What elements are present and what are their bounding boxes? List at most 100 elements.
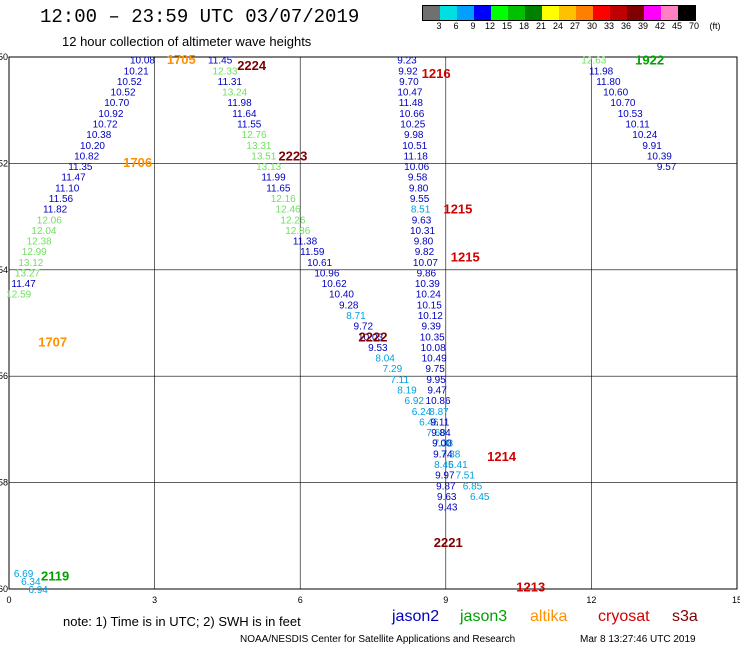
color-swatch — [525, 6, 542, 20]
wave-height-value: 10.51 — [402, 141, 427, 152]
wave-height-value: 9.63 — [437, 492, 457, 503]
wave-height-value: 12.63 — [581, 56, 606, 67]
y-tick-label: -56 — [0, 371, 8, 381]
wave-height-value: 10.96 — [314, 268, 339, 279]
wave-height-value: 11.64 — [232, 109, 257, 120]
wave-height-value: 10.06 — [404, 162, 429, 173]
wave-height-value: 12.38 — [27, 237, 52, 248]
track-label: 2119 — [41, 569, 69, 584]
track-label: 1215 — [451, 250, 480, 265]
wave-height-value: 10.53 — [618, 109, 643, 120]
wave-height-value: 10.21 — [124, 66, 149, 77]
color-swatch — [440, 6, 457, 20]
wave-height-value: 10.86 — [426, 396, 451, 407]
credit-line: NOAA/NESDIS Center for Satellite Applica… — [240, 634, 516, 645]
color-scale-label: (ft) — [709, 21, 721, 31]
wave-height-value: 13.27 — [15, 268, 40, 279]
wave-height-value: 13.13 — [256, 162, 281, 173]
wave-height-value: 9.58 — [408, 173, 428, 184]
wave-height-value: 10.15 — [417, 300, 442, 311]
wave-height-value: 10.62 — [322, 279, 347, 290]
color-swatch — [542, 6, 559, 20]
x-tick-label: 3 — [152, 595, 157, 605]
wave-height-value: 6.69 — [14, 569, 34, 580]
x-tick-label: 0 — [6, 595, 11, 605]
color-swatch — [678, 6, 695, 20]
wave-height-value: 9.39 — [422, 322, 442, 333]
color-scale-label: 45 — [671, 21, 683, 31]
color-swatch — [576, 6, 593, 20]
wave-height-value: 7.51 — [455, 471, 475, 482]
track-label: 2223 — [278, 148, 307, 163]
wave-height-value: 10.31 — [410, 226, 435, 237]
wave-height-value: 10.70 — [610, 98, 635, 109]
color-swatch — [457, 6, 474, 20]
wave-height-value: 10.24 — [632, 130, 657, 141]
y-tick-label: -52 — [0, 158, 8, 168]
track-label: 1214 — [487, 449, 517, 464]
track-label: 1215 — [443, 202, 472, 217]
wave-height-value: 11.82 — [43, 205, 68, 216]
wave-height-value: 10.70 — [104, 98, 129, 109]
wave-height-value: 10.52 — [111, 88, 136, 99]
wave-height-value: 13.31 — [246, 141, 271, 152]
wave-height-value: 11.80 — [596, 77, 621, 88]
wave-height-value: 11.47 — [61, 173, 86, 184]
wave-height-value: 6.46 — [419, 417, 439, 428]
wave-height-value: 13.24 — [222, 88, 247, 99]
wave-height-value: 9.84 — [431, 428, 451, 439]
color-swatch — [508, 6, 525, 20]
wave-height-value: 12.16 — [271, 194, 296, 205]
wave-height-value: 10.08 — [421, 343, 446, 354]
color-scale-label: 27 — [569, 21, 581, 31]
wave-height-value: 8.04 — [375, 354, 395, 365]
color-swatch — [593, 6, 610, 20]
wave-height-value: 10.25 — [400, 120, 425, 131]
legend-altika: altika — [530, 608, 568, 625]
color-scale-labels: 3 6 9 12 15 18 21 24 27 30 33 36 39 42 45 70 (ft) — [422, 21, 740, 35]
wave-height-value: 11.56 — [49, 194, 74, 205]
color-scale-label: 24 — [552, 21, 564, 31]
legend-jason2: jason2 — [392, 608, 440, 625]
wave-height-value: 10.07 — [413, 258, 438, 269]
wave-height-value: 11.59 — [300, 247, 325, 258]
wave-height-value: 9.55 — [410, 194, 430, 205]
wave-height-value: 11.47 — [11, 279, 36, 290]
wave-height-value: 10.60 — [603, 88, 628, 99]
legend-s3a: s3a — [672, 608, 698, 625]
track-label: 2222 — [359, 329, 388, 344]
wave-height-value: 9.98 — [404, 130, 424, 141]
legend-jason3: jason3 — [460, 608, 508, 625]
wave-height-value: 11.98 — [589, 66, 614, 77]
wave-height-value: 9.43 — [438, 503, 458, 514]
wave-height-value: 7.38 — [441, 449, 461, 460]
footer-note: note: 1) Time is in UTC; 2) SWH is in fe… — [63, 614, 301, 629]
color-swatch — [491, 6, 508, 20]
wave-height-value: 10.61 — [307, 258, 332, 269]
y-tick-label: -50 — [0, 52, 8, 62]
wave-height-value: 9.80 — [409, 183, 429, 194]
color-scale-label: 12 — [484, 21, 496, 31]
x-tick-label: 9 — [443, 595, 448, 605]
wave-height-value: 10.03 — [358, 332, 383, 343]
wave-height-value: 6.94 — [28, 585, 48, 596]
y-tick-label: -54 — [0, 265, 8, 275]
generated-timestamp: Mar 8 13:27:46 UTC 2019 — [580, 634, 696, 645]
wave-height-value: 9.47 — [427, 386, 447, 397]
wave-height-value: 11.10 — [55, 183, 80, 194]
color-swatch — [644, 6, 661, 20]
wave-height-value: 10.08 — [130, 56, 155, 67]
wave-height-value: 9.91 — [642, 141, 662, 152]
wave-height-value: 10.20 — [80, 141, 105, 152]
wave-height-value: 10.39 — [415, 279, 440, 290]
wave-height-value: 10.49 — [422, 354, 447, 365]
track-label: 1705 — [167, 52, 196, 67]
color-swatch — [627, 6, 644, 20]
color-scale-label: 33 — [603, 21, 615, 31]
wave-height-value: 9.82 — [415, 247, 435, 258]
wave-height-value: 9.70 — [399, 77, 419, 88]
wave-height-value: 11.65 — [266, 183, 291, 194]
color-swatch — [610, 6, 627, 20]
wave-height-value: 9.53 — [368, 343, 388, 354]
x-tick-label: 12 — [586, 595, 596, 605]
